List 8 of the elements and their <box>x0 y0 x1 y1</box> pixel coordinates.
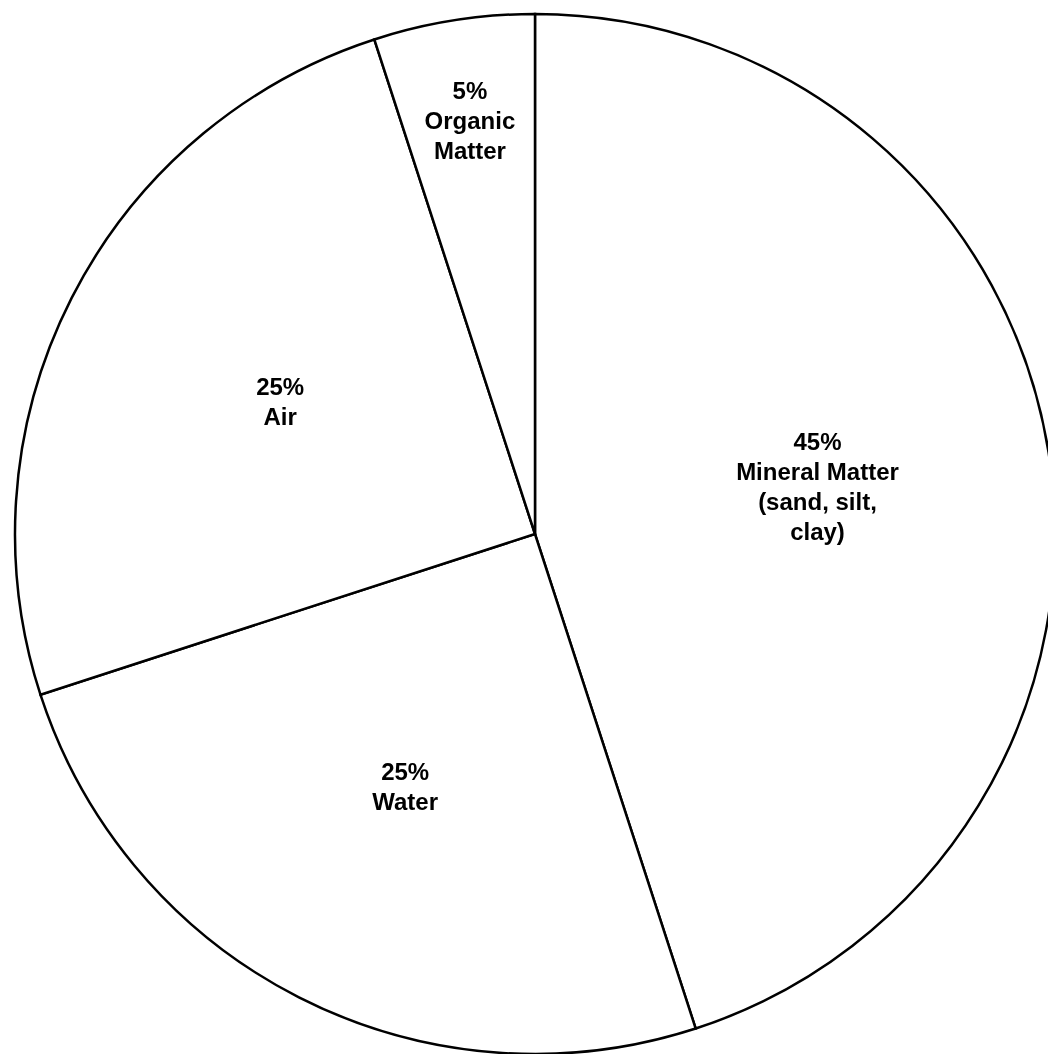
slice-label: Water <box>372 788 439 816</box>
slice-label: Organic Matter <box>424 107 516 165</box>
data-label: 45% <box>793 428 842 456</box>
data-label: 25% <box>256 373 305 401</box>
slice-label: Air <box>263 403 297 431</box>
data-label: 5% <box>452 77 488 105</box>
data-label: 25% <box>381 758 430 786</box>
slice-label: Mineral Matter (sand, silt, clay) <box>736 458 899 546</box>
